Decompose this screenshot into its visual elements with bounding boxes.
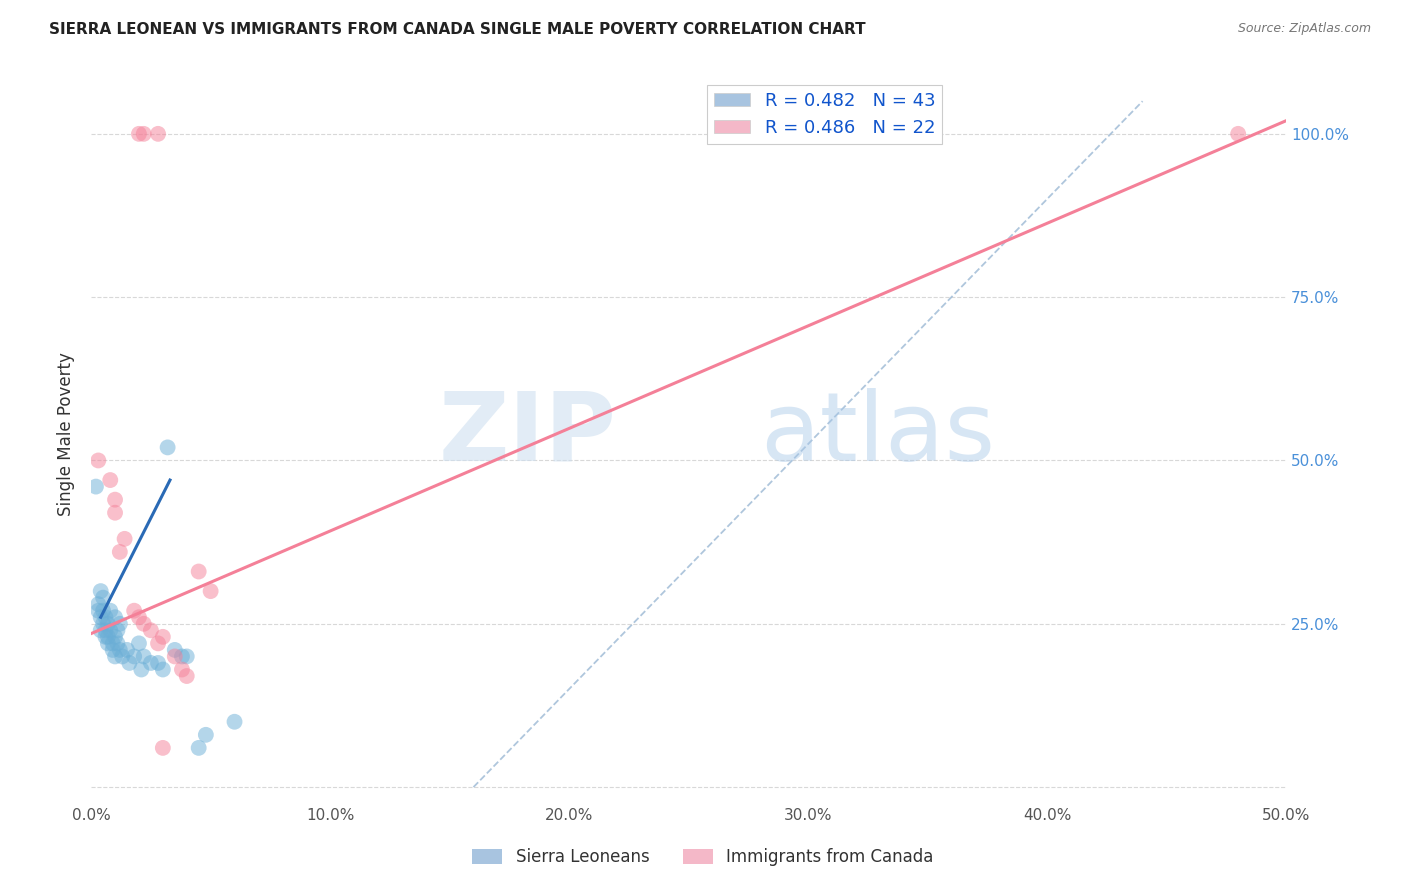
Point — [91, 616, 114, 631]
Point — [152, 663, 174, 677]
Point — [114, 532, 136, 546]
Point — [146, 636, 169, 650]
Text: Source: ZipAtlas.com: Source: ZipAtlas.com — [1237, 22, 1371, 36]
Point — [132, 649, 155, 664]
Point — [104, 506, 127, 520]
Point — [170, 663, 193, 677]
Point — [98, 624, 121, 638]
Point — [132, 616, 155, 631]
Point — [91, 604, 114, 618]
Point — [108, 616, 131, 631]
Point — [152, 740, 174, 755]
Point — [163, 649, 186, 664]
Point — [87, 453, 110, 467]
Point — [101, 636, 124, 650]
Point — [122, 649, 145, 664]
Point — [163, 643, 186, 657]
Point — [94, 630, 117, 644]
Legend: Sierra Leoneans, Immigrants from Canada: Sierra Leoneans, Immigrants from Canada — [465, 842, 941, 873]
Point — [87, 604, 110, 618]
Point — [200, 584, 222, 599]
Point — [187, 740, 209, 755]
Point — [90, 624, 112, 638]
Point — [156, 441, 179, 455]
Point — [94, 624, 117, 638]
Point — [90, 584, 112, 599]
Point — [128, 610, 150, 624]
Point — [118, 656, 141, 670]
Point — [128, 636, 150, 650]
Point — [1227, 127, 1250, 141]
Point — [98, 604, 121, 618]
Point — [104, 492, 127, 507]
Text: SIERRA LEONEAN VS IMMIGRANTS FROM CANADA SINGLE MALE POVERTY CORRELATION CHART: SIERRA LEONEAN VS IMMIGRANTS FROM CANADA… — [49, 22, 866, 37]
Y-axis label: Single Male Poverty: Single Male Poverty — [58, 352, 75, 516]
Point — [97, 630, 120, 644]
Point — [91, 591, 114, 605]
Point — [108, 545, 131, 559]
Point — [122, 604, 145, 618]
Point — [104, 649, 127, 664]
Point — [104, 610, 127, 624]
Point — [90, 610, 112, 624]
Point — [176, 649, 198, 664]
Point — [115, 643, 138, 657]
Point — [98, 473, 121, 487]
Point — [107, 636, 129, 650]
Point — [152, 630, 174, 644]
Point — [224, 714, 246, 729]
Point — [94, 610, 117, 624]
Point — [101, 643, 124, 657]
Point — [146, 656, 169, 670]
Point — [146, 127, 169, 141]
Point — [139, 656, 162, 670]
Point — [139, 624, 162, 638]
Point — [187, 565, 209, 579]
Point — [170, 649, 193, 664]
Point — [128, 127, 150, 141]
Point — [194, 728, 217, 742]
Text: atlas: atlas — [761, 388, 995, 481]
Point — [132, 127, 155, 141]
Point — [84, 480, 107, 494]
Point — [97, 616, 120, 631]
Text: ZIP: ZIP — [439, 388, 617, 481]
Point — [104, 630, 127, 644]
Point — [131, 663, 153, 677]
Legend: R = 0.482   N = 43, R = 0.486   N = 22: R = 0.482 N = 43, R = 0.486 N = 22 — [707, 85, 942, 145]
Point — [87, 597, 110, 611]
Point — [176, 669, 198, 683]
Point — [108, 643, 131, 657]
Point — [97, 636, 120, 650]
Point — [111, 649, 134, 664]
Point — [107, 624, 129, 638]
